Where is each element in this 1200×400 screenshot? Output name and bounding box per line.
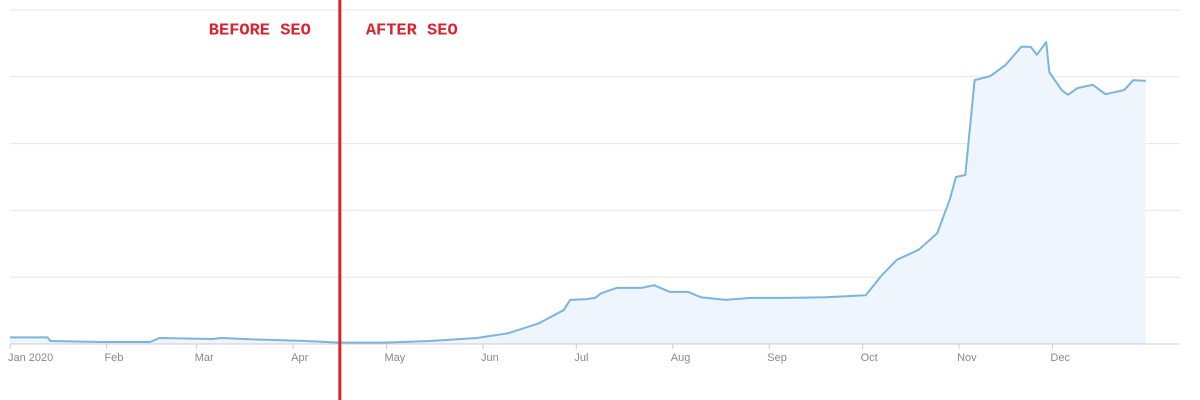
x-tick-label: Apr: [291, 352, 308, 364]
line: [10, 41, 1146, 344]
x-tick-label: Sep: [767, 352, 787, 364]
x-tick-label: Jul: [574, 352, 588, 364]
before-label: BEFORE SEO: [209, 21, 311, 40]
x-tick-label: Mar: [195, 352, 214, 364]
x-tick-label: Oct: [861, 352, 878, 364]
after-label: AFTER SEO: [366, 21, 458, 40]
x-tick-label: Dec: [1050, 352, 1070, 364]
x-tick-label: Jun: [481, 352, 499, 364]
x-tick-label: Feb: [104, 352, 123, 364]
x-tick-label: Nov: [957, 352, 977, 364]
x-tick-label: May: [385, 352, 406, 364]
x-tick-label: Aug: [671, 352, 691, 364]
x-tick-label: Jan 2020: [8, 352, 53, 364]
area-fill: [10, 42, 1146, 345]
